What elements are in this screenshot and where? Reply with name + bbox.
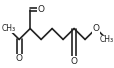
Text: O: O: [92, 24, 99, 33]
Text: O: O: [70, 57, 77, 66]
Text: O: O: [37, 5, 44, 14]
Text: CH₃: CH₃: [1, 24, 15, 33]
Text: CH₃: CH₃: [99, 35, 113, 44]
Text: O: O: [16, 54, 22, 63]
